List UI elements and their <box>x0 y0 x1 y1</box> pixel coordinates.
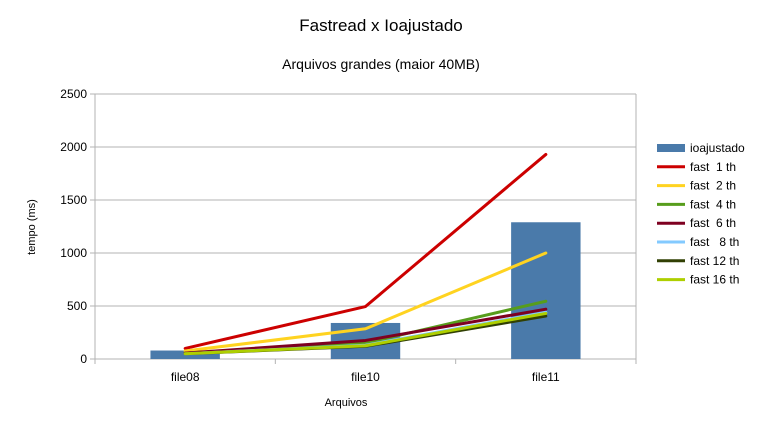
legend-label-1: fast 1 th <box>690 160 736 174</box>
y-tick-label-500: 500 <box>67 299 87 313</box>
line-series-3 <box>183 307 548 355</box>
legend-label-0: ioajustado <box>690 141 745 155</box>
line-series <box>183 152 548 356</box>
legend-label-3: fast 4 th <box>690 197 736 211</box>
bar-file11 <box>511 222 581 359</box>
y-axis-label: tempo (ms) <box>26 199 38 255</box>
legend: ioajustado fast 1 th fast 2 th fast 4 th fas… <box>657 141 745 287</box>
y-tick-label-2500: 2500 <box>60 87 87 101</box>
x-axis-ticks: file08 file10 file11 <box>94 359 637 384</box>
legend-label-7: fast 16 th <box>690 273 739 287</box>
bar-series <box>150 222 581 359</box>
legend-label-4: fast 6 th <box>690 216 736 230</box>
x-tick-label-file11: file11 <box>532 370 560 384</box>
y-tick-label-1500: 1500 <box>60 193 87 207</box>
chart-title: Fastread x Ioajustado <box>299 16 463 35</box>
legend-label-2: fast 2 th <box>690 179 736 193</box>
chart-subtitle: Arquivos grandes (maior 40MB) <box>282 56 480 72</box>
line-series-6 <box>183 311 548 356</box>
y-axis-ticks: 0 500 1000 1500 2000 2500 <box>60 87 95 366</box>
x-axis-label: Arquivos <box>325 397 368 409</box>
legend-label-6: fast 12 th <box>690 254 739 268</box>
x-tick-label-file10: file10 <box>351 370 380 384</box>
y-tick-label-0: 0 <box>80 352 87 366</box>
line-series-0 <box>183 152 548 350</box>
legend-swatch-0 <box>657 144 685 152</box>
x-tick-label-file08: file08 <box>171 370 200 384</box>
legend-label-5: fast 8 th <box>690 235 739 249</box>
y-tick-label-2000: 2000 <box>60 140 87 154</box>
y-tick-label-1000: 1000 <box>60 246 87 260</box>
line-series-1 <box>183 251 548 353</box>
